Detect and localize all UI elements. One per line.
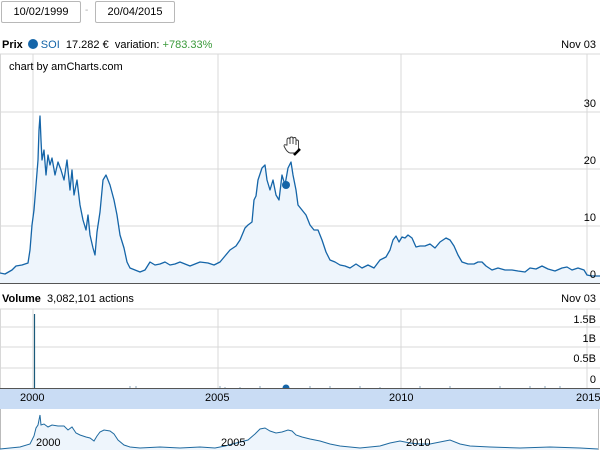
volume-y-tick-1.5b: 1.5B	[573, 314, 596, 326]
volume-panel-title: Volume	[2, 293, 41, 305]
price-value: 17.282 €	[65, 39, 109, 51]
volume-small-bars	[129, 386, 561, 388]
x-tick-2000: 2000	[20, 392, 45, 404]
period-scrollbar	[0, 389, 600, 409]
end-date-input[interactable]	[95, 1, 175, 23]
x-tick-2015: 2015	[576, 392, 600, 404]
x-tick-2005: 2005	[205, 392, 230, 404]
price-y-tick-30: 30	[583, 98, 596, 110]
hand-cursor-icon	[283, 136, 301, 156]
price-cursor-date: Nov 03	[561, 39, 596, 51]
series-name[interactable]: SOI	[40, 39, 60, 51]
volume-y-tick-0.5b: 0.5B	[573, 353, 596, 365]
start-date-input[interactable]	[1, 1, 81, 23]
price-y-tick-10: 10	[583, 212, 596, 224]
volume-y-tick-1b: 1B	[582, 333, 596, 345]
navigator-line	[0, 414, 599, 450]
volume-cursor-date: Nov 03	[561, 293, 596, 305]
amcharts-credit[interactable]: chart by amCharts.com	[9, 61, 123, 73]
price-legend: Prix SOI 17.282 € variation: +783.33%	[2, 39, 212, 51]
volume-horizontal-gridlines	[0, 326, 600, 369]
volume-y-tick-0: 0	[589, 374, 596, 386]
volume-value: 3,082,101 actions	[47, 293, 134, 305]
price-panel-title: Prix	[2, 39, 23, 51]
price-area	[0, 116, 600, 283]
navigator-label-2010: 2010	[406, 437, 431, 449]
navigator-label-2005: 2005	[221, 437, 246, 449]
navigator-label-2000: 2000	[36, 437, 61, 449]
navigator-area	[0, 415, 598, 450]
volume-legend: Volume 3,082,101 actions	[2, 293, 134, 305]
x-tick-2010: 2010	[389, 392, 414, 404]
price-line	[0, 115, 600, 277]
price-cursor-point	[282, 181, 290, 189]
variation-value: +783.33%	[162, 39, 213, 51]
price-y-tick-20: 20	[583, 155, 596, 167]
series-marker-icon[interactable]	[27, 39, 38, 49]
variation-label: variation:	[114, 39, 160, 51]
date-separator: -	[85, 5, 89, 16]
price-y-tick-0: 0	[589, 269, 596, 281]
